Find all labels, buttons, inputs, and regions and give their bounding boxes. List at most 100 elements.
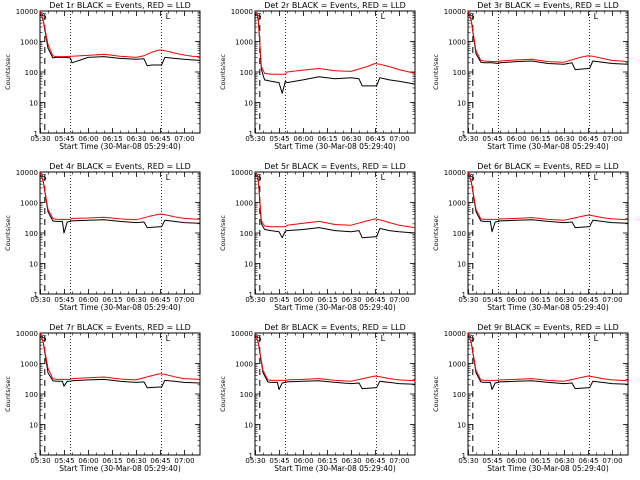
plot-frame (467, 10, 629, 134)
chart-panel-4: Det 4r BLACK = Events, RED = LLD 1 10 100 10… (4, 162, 201, 312)
y-tick-label: 1000 (20, 200, 38, 208)
chart-title: Det 3r BLACK = Events, RED = LLD (477, 1, 619, 10)
y-tick-label: 1000 (20, 39, 38, 47)
y-tick-label: 1 (462, 130, 466, 138)
x-tick-label: 07:00 (174, 135, 194, 143)
plot-frame (254, 171, 416, 295)
x-axis-label: Start Time (30-Mar-08 05:29:40) (59, 464, 181, 473)
y-tick-label: 10 (244, 261, 253, 269)
y-tick-label: 100 (240, 391, 253, 399)
x-tick-label: 05:30 (458, 296, 478, 304)
y-tick-label: 10000 (444, 8, 466, 16)
y-tick-label: 100 (453, 391, 466, 399)
x-tick-label: 06:45 (578, 457, 598, 465)
x-tick-label: 06:00 (506, 296, 526, 304)
y-tick-label: 10000 (231, 8, 253, 16)
x-tick-label: 05:45 (269, 135, 289, 143)
series-line-events (39, 171, 201, 234)
y-tick-label: 1 (249, 291, 253, 299)
marker-label-s: S (42, 334, 47, 343)
chart-panel-8: Det 8r BLACK = Events, RED = LLD 1 10 100 10… (219, 323, 416, 473)
x-tick-label: 07:00 (389, 135, 409, 143)
y-tick-label: 10 (29, 422, 38, 430)
x-tick-label: 05:45 (54, 135, 74, 143)
y-tick-label: 100 (25, 230, 38, 238)
y-tick-label: 10000 (444, 169, 466, 177)
plot-frame (467, 171, 629, 295)
y-axis-label: Counts/sec (432, 215, 440, 251)
y-tick-label: 10 (457, 422, 466, 430)
marker-label-l: L (381, 12, 386, 21)
x-tick-label: 06:30 (341, 135, 361, 143)
y-axis-label: Counts/sec (432, 54, 440, 90)
y-tick-label: 100 (453, 230, 466, 238)
marker-label-l: L (381, 173, 386, 182)
y-tick-label: 100 (240, 230, 253, 238)
y-axis-label: Counts/sec (219, 215, 227, 251)
x-tick-label: 05:45 (269, 457, 289, 465)
y-tick-label: 100 (25, 391, 38, 399)
chart-title: Det 4r BLACK = Events, RED = LLD (49, 162, 191, 171)
marker-label-s: S (257, 173, 262, 182)
y-axis-label: Counts/sec (219, 54, 227, 90)
x-tick-label: 06:00 (293, 457, 313, 465)
x-tick-label: 06:30 (126, 457, 146, 465)
y-tick-label: 10 (457, 261, 466, 269)
x-tick-label: 06:45 (150, 296, 170, 304)
x-tick-label: 06:15 (102, 135, 122, 143)
x-tick-label: 07:00 (174, 457, 194, 465)
x-tick-label: 06:00 (78, 135, 98, 143)
x-tick-label: 06:15 (530, 135, 550, 143)
chart-panel-6: Det 6r BLACK = Events, RED = LLD 1 10 100 10… (432, 162, 629, 312)
chart-panel-5: Det 5r BLACK = Events, RED = LLD 1 10 100 10… (219, 162, 416, 312)
x-tick-label: 05:30 (30, 135, 50, 143)
plot-frame (467, 332, 629, 456)
chart-title: Det 8r BLACK = Events, RED = LLD (264, 323, 406, 332)
series-line-lld (39, 332, 201, 381)
chart-panel-2: Det 2r BLACK = Events, RED = LLD 1 10 100 10… (219, 1, 416, 151)
x-tick-label: 06:15 (530, 296, 550, 304)
series-line-events (467, 332, 629, 390)
plot-frame (254, 10, 416, 134)
x-tick-label: 06:45 (365, 135, 385, 143)
x-tick-label: 07:00 (174, 296, 194, 304)
x-tick-label: 06:30 (341, 457, 361, 465)
y-tick-label: 10000 (231, 330, 253, 338)
y-tick-label: 100 (453, 69, 466, 77)
marker-label-s: S (257, 12, 262, 21)
y-axis-label: Counts/sec (219, 376, 227, 412)
x-tick-label: 07:00 (389, 296, 409, 304)
x-axis-label: Start Time (30-Mar-08 05:29:40) (487, 464, 609, 473)
y-tick-label: 100 (240, 69, 253, 77)
x-tick-label: 06:00 (78, 296, 98, 304)
chart-panel-3: Det 3r BLACK = Events, RED = LLD 1 10 100 10… (432, 1, 629, 151)
y-tick-label: 10 (457, 100, 466, 108)
x-axis-label: Start Time (30-Mar-08 05:29:40) (274, 142, 396, 151)
x-tick-label: 06:30 (126, 296, 146, 304)
y-tick-label: 10 (244, 100, 253, 108)
x-tick-label: 05:45 (482, 135, 502, 143)
marker-label-s: S (42, 12, 47, 21)
y-tick-label: 10000 (444, 330, 466, 338)
y-tick-label: 1 (462, 452, 466, 460)
x-tick-label: 06:45 (150, 135, 170, 143)
x-tick-label: 05:30 (30, 296, 50, 304)
y-tick-label: 10 (29, 261, 38, 269)
marker-label-s: S (470, 334, 475, 343)
x-tick-label: 05:30 (245, 135, 265, 143)
y-tick-label: 1 (34, 452, 38, 460)
x-tick-label: 05:45 (482, 457, 502, 465)
marker-label-s: S (470, 12, 475, 21)
chart-panel-7: Det 7r BLACK = Events, RED = LLD 1 10 100 10… (4, 323, 201, 473)
y-tick-label: 10000 (16, 330, 38, 338)
chart-title: Det 2r BLACK = Events, RED = LLD (264, 1, 406, 10)
marker-label-l: L (381, 334, 386, 343)
chart-title: Det 6r BLACK = Events, RED = LLD (477, 162, 619, 171)
x-tick-label: 07:00 (602, 135, 622, 143)
y-axis-label: Counts/sec (432, 376, 440, 412)
y-tick-label: 100 (25, 69, 38, 77)
y-tick-label: 10 (29, 100, 38, 108)
y-tick-label: 1000 (448, 200, 466, 208)
series-line-lld (39, 10, 201, 58)
